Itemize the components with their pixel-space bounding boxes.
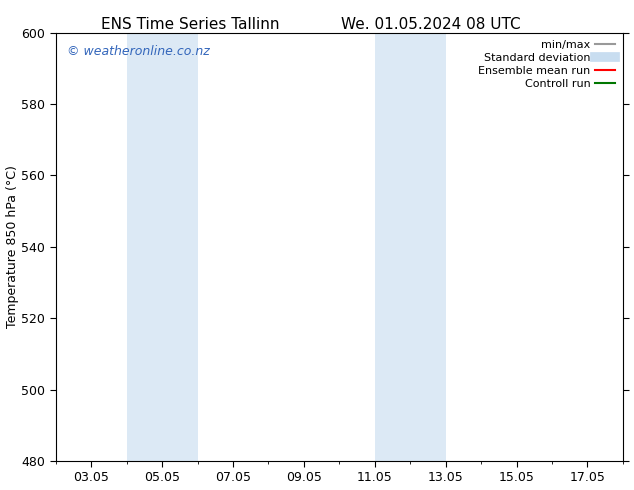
Text: ENS Time Series Tallinn: ENS Time Series Tallinn bbox=[101, 17, 280, 32]
Legend: min/max, Standard deviation, Ensemble mean run, Controll run: min/max, Standard deviation, Ensemble me… bbox=[476, 38, 618, 91]
Y-axis label: Temperature 850 hPa (°C): Temperature 850 hPa (°C) bbox=[6, 166, 18, 328]
Text: We. 01.05.2024 08 UTC: We. 01.05.2024 08 UTC bbox=[341, 17, 521, 32]
Text: © weatheronline.co.nz: © weatheronline.co.nz bbox=[67, 46, 210, 58]
Bar bbox=[127, 33, 198, 461]
Bar bbox=[375, 33, 446, 461]
